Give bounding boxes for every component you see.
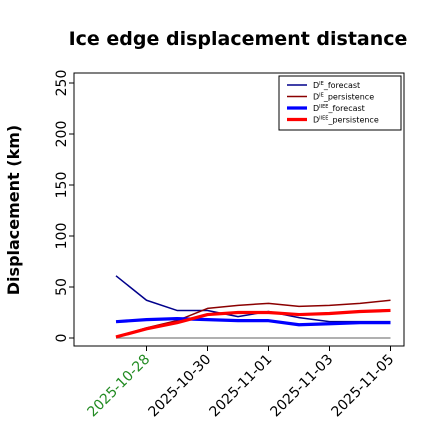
series-line-4 [115,308,391,339]
x-tick-label: 2025-11-05 [328,352,397,421]
legend-label-1: DIE_forecast [313,81,360,90]
series-line-3 [115,317,391,327]
legend-label-3: DIIEE_forecast [313,104,365,113]
series-line-1 [115,275,391,323]
x-tick-label: 2025-11-03 [267,352,336,421]
chart-title: Ice edge displacement distance [69,28,408,50]
legend-label-4: DIIEE_persistence [313,116,379,125]
legend-label-2: DIE_persistence [313,93,374,102]
y-tick-label: 250 [54,70,70,97]
y-tick-label: 100 [54,223,70,250]
y-axis-label: Displacement (km) [4,125,23,295]
y-tick-label: 0 [54,334,70,343]
y-tick-label: 150 [54,172,70,199]
x-tick-label: 2025-10-28 [84,352,153,421]
y-tick-label: 200 [54,121,70,148]
x-tick-label: 2025-10-30 [145,352,214,421]
x-tick-label: 2025-11-01 [206,352,275,421]
plot-frame [73,72,405,347]
y-tick-label: 50 [54,278,70,296]
legend: DIE_forecast DIE_persistence DIIEE_forecas… [278,75,402,131]
